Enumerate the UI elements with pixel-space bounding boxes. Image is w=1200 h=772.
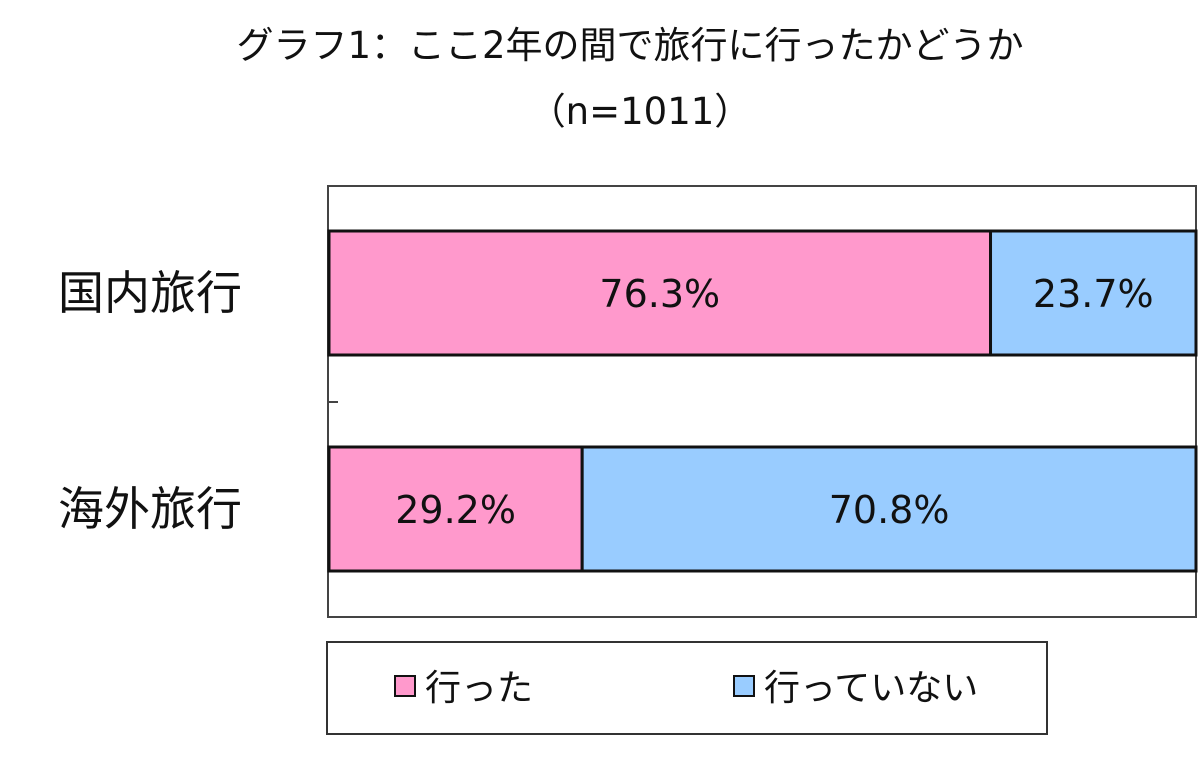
- bar-segment: [989, 229, 1198, 357]
- chart-title: グラフ1：ここ2年の間で旅行に行ったかどうか: [236, 24, 1023, 67]
- legend: 行った 行っていない: [326, 641, 1048, 735]
- category-label: 海外旅行: [58, 482, 242, 536]
- legend-label: 行った: [425, 668, 533, 709]
- legend-label: 行っていない: [764, 668, 978, 709]
- data-label: 23.7%: [1033, 272, 1154, 316]
- legend-swatch: [394, 675, 416, 697]
- plot-area-group: 76.3% 23.7% 国内旅行 29.2% 70.8% 海外旅行: [58, 185, 1198, 618]
- category-label: 国内旅行: [58, 266, 242, 320]
- data-label: 29.2%: [395, 488, 516, 532]
- chart-subtitle: （n=1011）: [529, 90, 752, 133]
- bar-segment: [327, 229, 993, 357]
- bar-segment: [580, 445, 1198, 573]
- bar-segment: [327, 445, 584, 573]
- legend-swatch: [733, 675, 755, 697]
- legend-box: [326, 641, 1048, 735]
- data-label: 70.8%: [829, 488, 950, 532]
- data-label: 76.3%: [599, 272, 720, 316]
